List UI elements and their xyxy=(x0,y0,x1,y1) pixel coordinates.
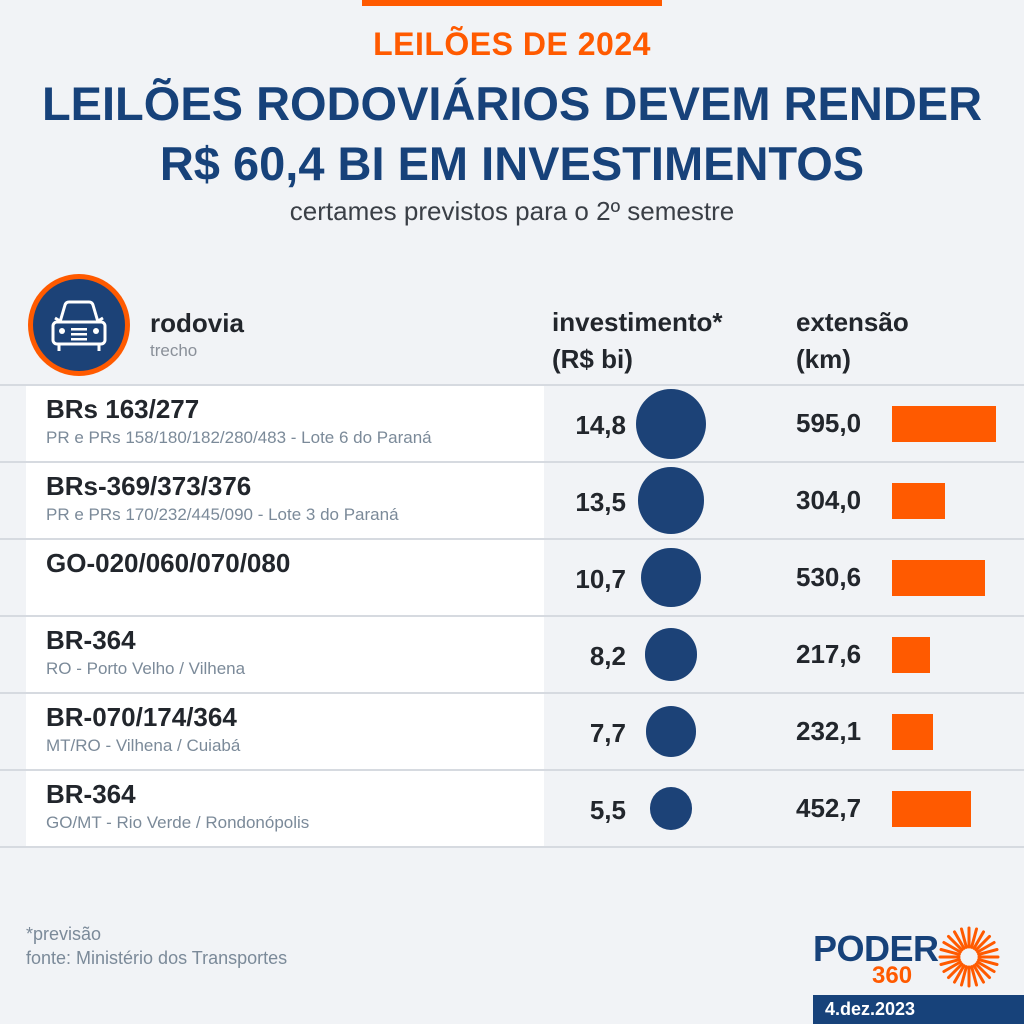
title-line-1: LEILÕES RODOVIÁRIOS DEVEM RENDER xyxy=(41,77,983,130)
subtitle: certames previstos para o 2º semestre xyxy=(289,196,735,226)
row-divider xyxy=(0,461,1024,463)
rodovia-name: GO-020/060/070/080 xyxy=(46,548,291,578)
extensao-bar xyxy=(892,714,933,750)
top-accent-bar xyxy=(362,0,662,6)
investimento-value: 7,7 xyxy=(589,718,626,748)
rodovia-cell: GO-020/060/070/080 xyxy=(26,540,544,615)
investimento-bubble xyxy=(644,628,698,681)
extensao-header-line-1: extensão xyxy=(796,307,909,337)
extensao-bar xyxy=(892,637,931,673)
extensao-header-line-2: (km) xyxy=(796,344,851,374)
logo-wordmark: PODER xyxy=(813,928,939,969)
trecho-label: MT/RO - Vilhena / Cuiabá xyxy=(46,736,241,755)
table-row: BRs 163/277 PR e PRs 158/180/182/280/483 … xyxy=(0,386,1024,461)
rodovia-cell: BRs 163/277 PR e PRs 158/180/182/280/483 … xyxy=(26,386,544,461)
table-row: BR-070/174/364 MT/RO - Vilhena / Cuiabá 7,… xyxy=(0,694,1024,769)
rodovia-cell: BR-070/174/364 MT/RO - Vilhena / Cuiabá xyxy=(26,694,544,769)
extensao-bar xyxy=(892,483,946,519)
row-divider xyxy=(0,384,1024,386)
investimento-header-line-2: (R$ bi) xyxy=(552,344,633,374)
table-row: BR-364 RO - Porto Velho / Vilhena 8,2 217,6 xyxy=(0,617,1024,692)
row-divider xyxy=(0,692,1024,694)
sun-logo-icon xyxy=(938,926,1000,988)
extensao-value: 304,0 xyxy=(796,485,862,515)
page-title: LEILÕES RODOVIÁRIOS DEVEM RENDER R$ 60,4… xyxy=(0,74,1024,194)
row-divider xyxy=(0,538,1024,540)
investimento-value: 14,8 xyxy=(575,410,626,440)
car-icon xyxy=(28,274,130,376)
title-line-2: R$ 60,4 BI EM INVESTIMENTOS xyxy=(159,137,865,190)
row-divider xyxy=(0,846,1024,848)
rodovia-name: BR-364 xyxy=(46,779,136,809)
rodovia-name: BR-070/174/364 xyxy=(46,702,237,732)
investimento-value: 13,5 xyxy=(575,487,626,517)
extensao-bar xyxy=(892,406,996,442)
investimento-bubble xyxy=(649,787,693,830)
rodovia-cell: BR-364 GO/MT - Rio Verde / Rondonópolis xyxy=(26,771,544,846)
extensao-value: 452,7 xyxy=(796,793,862,823)
kicker: LEILÕES DE 2024 xyxy=(373,26,651,62)
extensao-value: 595,0 xyxy=(796,408,862,438)
row-divider xyxy=(0,769,1024,771)
extensao-bar xyxy=(892,791,972,827)
table-row: BR-364 GO/MT - Rio Verde / Rondonópolis 5,… xyxy=(0,771,1024,846)
row-divider xyxy=(0,615,1024,617)
extensao-value: 530,6 xyxy=(796,562,862,592)
investimento-value: 8,2 xyxy=(589,641,626,671)
date-badge: 4.dez.2023 xyxy=(813,995,1024,1024)
rodovia-cell: BRs-369/373/376 PR e PRs 170/232/445/090 … xyxy=(26,463,544,538)
investimento-header-line-1: investimento* xyxy=(552,307,723,337)
footnote: *previsão xyxy=(26,924,102,944)
table-row: BRs-369/373/376 PR e PRs 170/232/445/090 … xyxy=(0,463,1024,538)
trecho-label: RO - Porto Velho / Vilhena xyxy=(46,659,246,678)
investimento-bubble xyxy=(645,706,697,757)
column-header-investimento: investimento* (R$ bi) xyxy=(552,304,723,378)
rodovia-cell: BR-364 RO - Porto Velho / Vilhena xyxy=(26,617,544,692)
trecho-label: PR e PRs 170/232/445/090 - Lote 3 do Par… xyxy=(46,505,399,524)
logo-number: 360 xyxy=(872,962,913,989)
trecho-label: PR e PRs 158/180/182/280/483 - Lote 6 do… xyxy=(46,428,432,447)
investimento-value: 5,5 xyxy=(589,795,626,825)
extensao-value: 232,1 xyxy=(796,716,862,746)
trecho-label: GO/MT - Rio Verde / Rondonópolis xyxy=(46,813,310,832)
investimento-value: 10,7 xyxy=(575,564,626,594)
rodovia-name: BRs-369/373/376 xyxy=(46,471,252,501)
table-row: GO-020/060/070/080 10,7 530,6 xyxy=(0,540,1024,615)
extensao-value: 217,6 xyxy=(796,639,862,669)
column-header-extensao: extensão (km) xyxy=(796,304,909,378)
rodovia-name: BRs 163/277 xyxy=(46,394,200,424)
extensao-bar xyxy=(892,560,985,596)
investimento-bubble xyxy=(641,547,701,608)
column-header-trecho: trecho xyxy=(150,341,198,360)
source-note: fonte: Ministério dos Transportes xyxy=(26,948,288,968)
column-header-rodovia: rodovia xyxy=(150,308,244,338)
rodovia-name: BR-364 xyxy=(46,625,136,655)
investimento-bubble xyxy=(637,467,705,534)
investimento-bubble xyxy=(636,388,706,459)
